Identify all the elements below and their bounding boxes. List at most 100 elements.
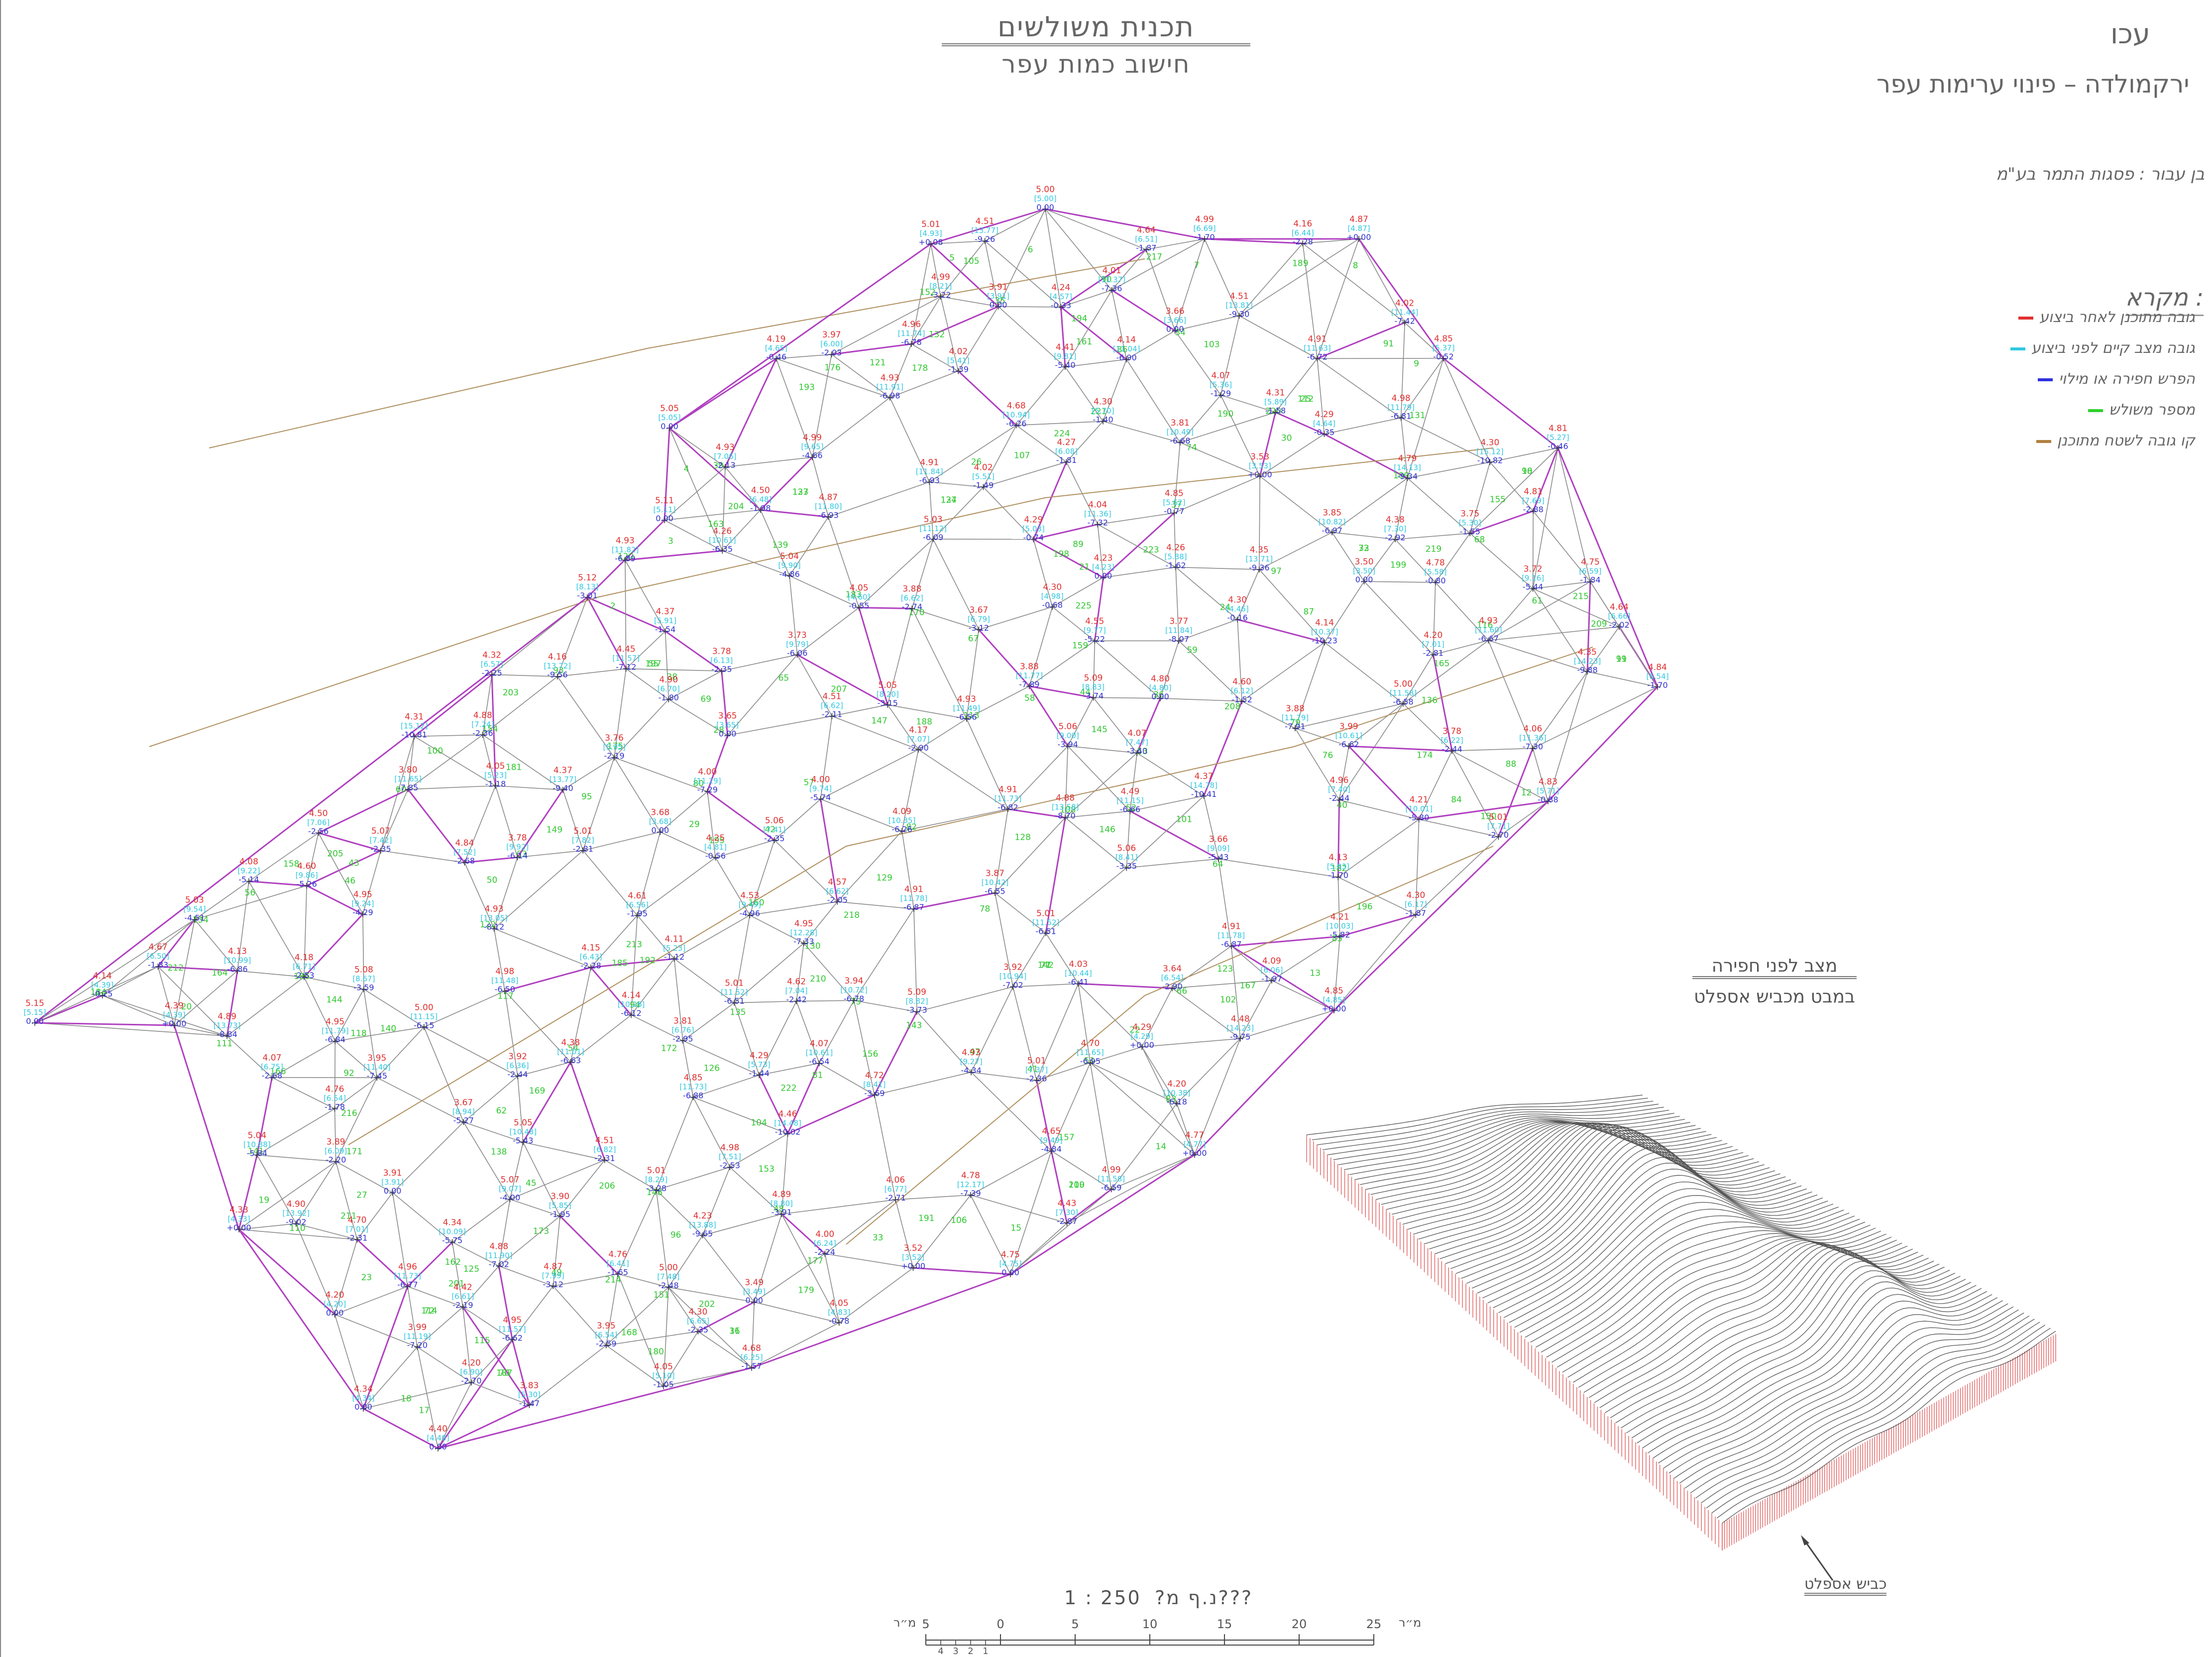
triangle-edge [248,881,305,978]
triangle-number: 121 [870,358,885,368]
point-marker [435,1445,441,1451]
triangle-number: 115 [474,1335,490,1345]
triangle-edge [493,928,506,992]
scale-minor-label: 2 [968,1646,973,1655]
triangle-number: 78 [980,904,991,914]
triangle-edge [789,575,860,608]
planned-elevation: 5.12 [578,573,597,583]
triangle-number: 18 [401,1394,412,1404]
point-marker [502,988,508,994]
triangle-number: 50 [487,876,498,885]
cut-fill-difference: -2.28 [580,961,601,971]
triangle-edge [940,296,998,307]
triangle-edge [668,1287,755,1303]
survey-point: 3.66[3.66]0.00 [1164,306,1186,334]
triangle-edge [669,428,726,467]
cut-fill-difference: -2.74 [902,602,922,611]
triangle-edge [306,850,381,886]
cut-fill-difference: -6.26 [891,825,912,834]
survey-point: 4.57[6.62]-2.05 [826,878,849,905]
triangle-edge [1452,748,1533,752]
existing-elevation: [6.25] [740,1353,763,1362]
point-marker [1007,1271,1013,1277]
triangle-edge [517,1062,571,1077]
triangle-number: 81 [812,1070,823,1080]
triangle-edge [995,817,1066,893]
existing-elevation: [7.42] [369,836,392,845]
triangle-number: 23 [361,1273,372,1283]
terrain-3d-view [1306,1095,2056,1581]
triangle-edge [34,919,195,1023]
survey-point: 4.91[11.73]-6.82 [995,785,1021,812]
triangle-edge [522,1062,571,1143]
triangle-number: 76 [1323,751,1333,761]
triangle-edge [831,354,890,398]
triangle-edge [970,1195,1067,1224]
cut-fill-difference: -1.05 [653,1380,673,1389]
survey-point: 3.81[6.76]-2.95 [671,1016,694,1044]
planned-elevation: 4.98 [1392,393,1411,403]
triangle-edge [1175,567,1180,641]
triangle-edge [1337,819,1420,878]
point-marker [405,786,411,792]
triangle-edge [1045,209,1147,250]
point-marker [1013,422,1019,429]
existing-elevation: [13.73] [214,1021,241,1030]
triangle-edge [832,715,919,750]
survey-point: 4.99[6.69]-1.70 [1193,215,1216,242]
triangle-edge [238,1155,258,1230]
survey-point: 5.00[5.00]0.00 [1034,185,1057,212]
triangle-edge [1407,358,1444,478]
triangle-edge [940,296,959,371]
planned-elevation: 4.30 [1228,595,1247,605]
triangle-edge [966,718,1008,809]
cut-fill-difference: -2.31 [594,1154,615,1163]
triangle-edge [1259,476,1261,570]
point-marker [1530,745,1536,752]
cut-fill-difference: -1.81 [1056,455,1077,465]
survey-point: 4.20[7.01]-2.81 [1422,630,1444,658]
point-marker [615,1271,621,1277]
survey-point: 4.68[10.94]-6.26 [1002,401,1030,428]
triangle-edge [715,857,751,916]
existing-elevation: [10.61] [1335,731,1362,740]
triangle-edge [971,987,1013,1073]
triangle-edge [1348,745,1452,752]
cut-fill-difference: -6.50 [495,985,515,994]
terrain-profile [1317,1101,1654,1145]
triangle-edge [174,919,195,1026]
survey-point: 4.98[11.48]-6.50 [491,967,519,994]
triangle-edge [604,1159,657,1191]
planned-elevation: 4.32 [482,650,501,660]
point-marker [332,1105,338,1112]
point-marker [1239,698,1245,704]
terrain-profile [1525,1215,1860,1338]
triangle-edge [495,785,518,858]
triangle-number: 126 [704,1064,720,1074]
existing-elevation: [10.09] [439,1227,466,1236]
survey-point: 5.05[5.05]0.00 [658,404,681,431]
survey-point: 4.09[10.35]-6.26 [888,807,915,834]
planned-elevation: 5.05 [514,1118,533,1128]
point-marker [234,968,241,974]
planned-elevation: 3.85 [1323,508,1341,518]
triangle-edge [586,597,627,669]
existing-elevation: [6.62] [901,593,923,602]
triangle-edge [668,1287,699,1332]
point-marker [992,889,998,896]
planned-elevation: 3.72 [1524,564,1543,574]
planned-elevation: 4.53 [740,891,759,901]
point-marker [461,859,468,866]
triangle-edge [631,915,638,1015]
triangle-edge [334,989,364,1042]
triangle-edge [682,1040,694,1098]
survey-point: 5.03[9.54]-4.51 [183,895,206,923]
planned-elevation: 4.51 [1230,291,1249,301]
triangle-number: 68 [1474,535,1485,545]
point-marker [171,1022,177,1028]
point-marker [1033,1077,1040,1084]
triangle-edge [911,296,941,344]
existing-elevation: [3.49] [743,1287,766,1296]
triangle-number: 217 [1146,252,1162,262]
triangle-edge [174,1025,227,1037]
